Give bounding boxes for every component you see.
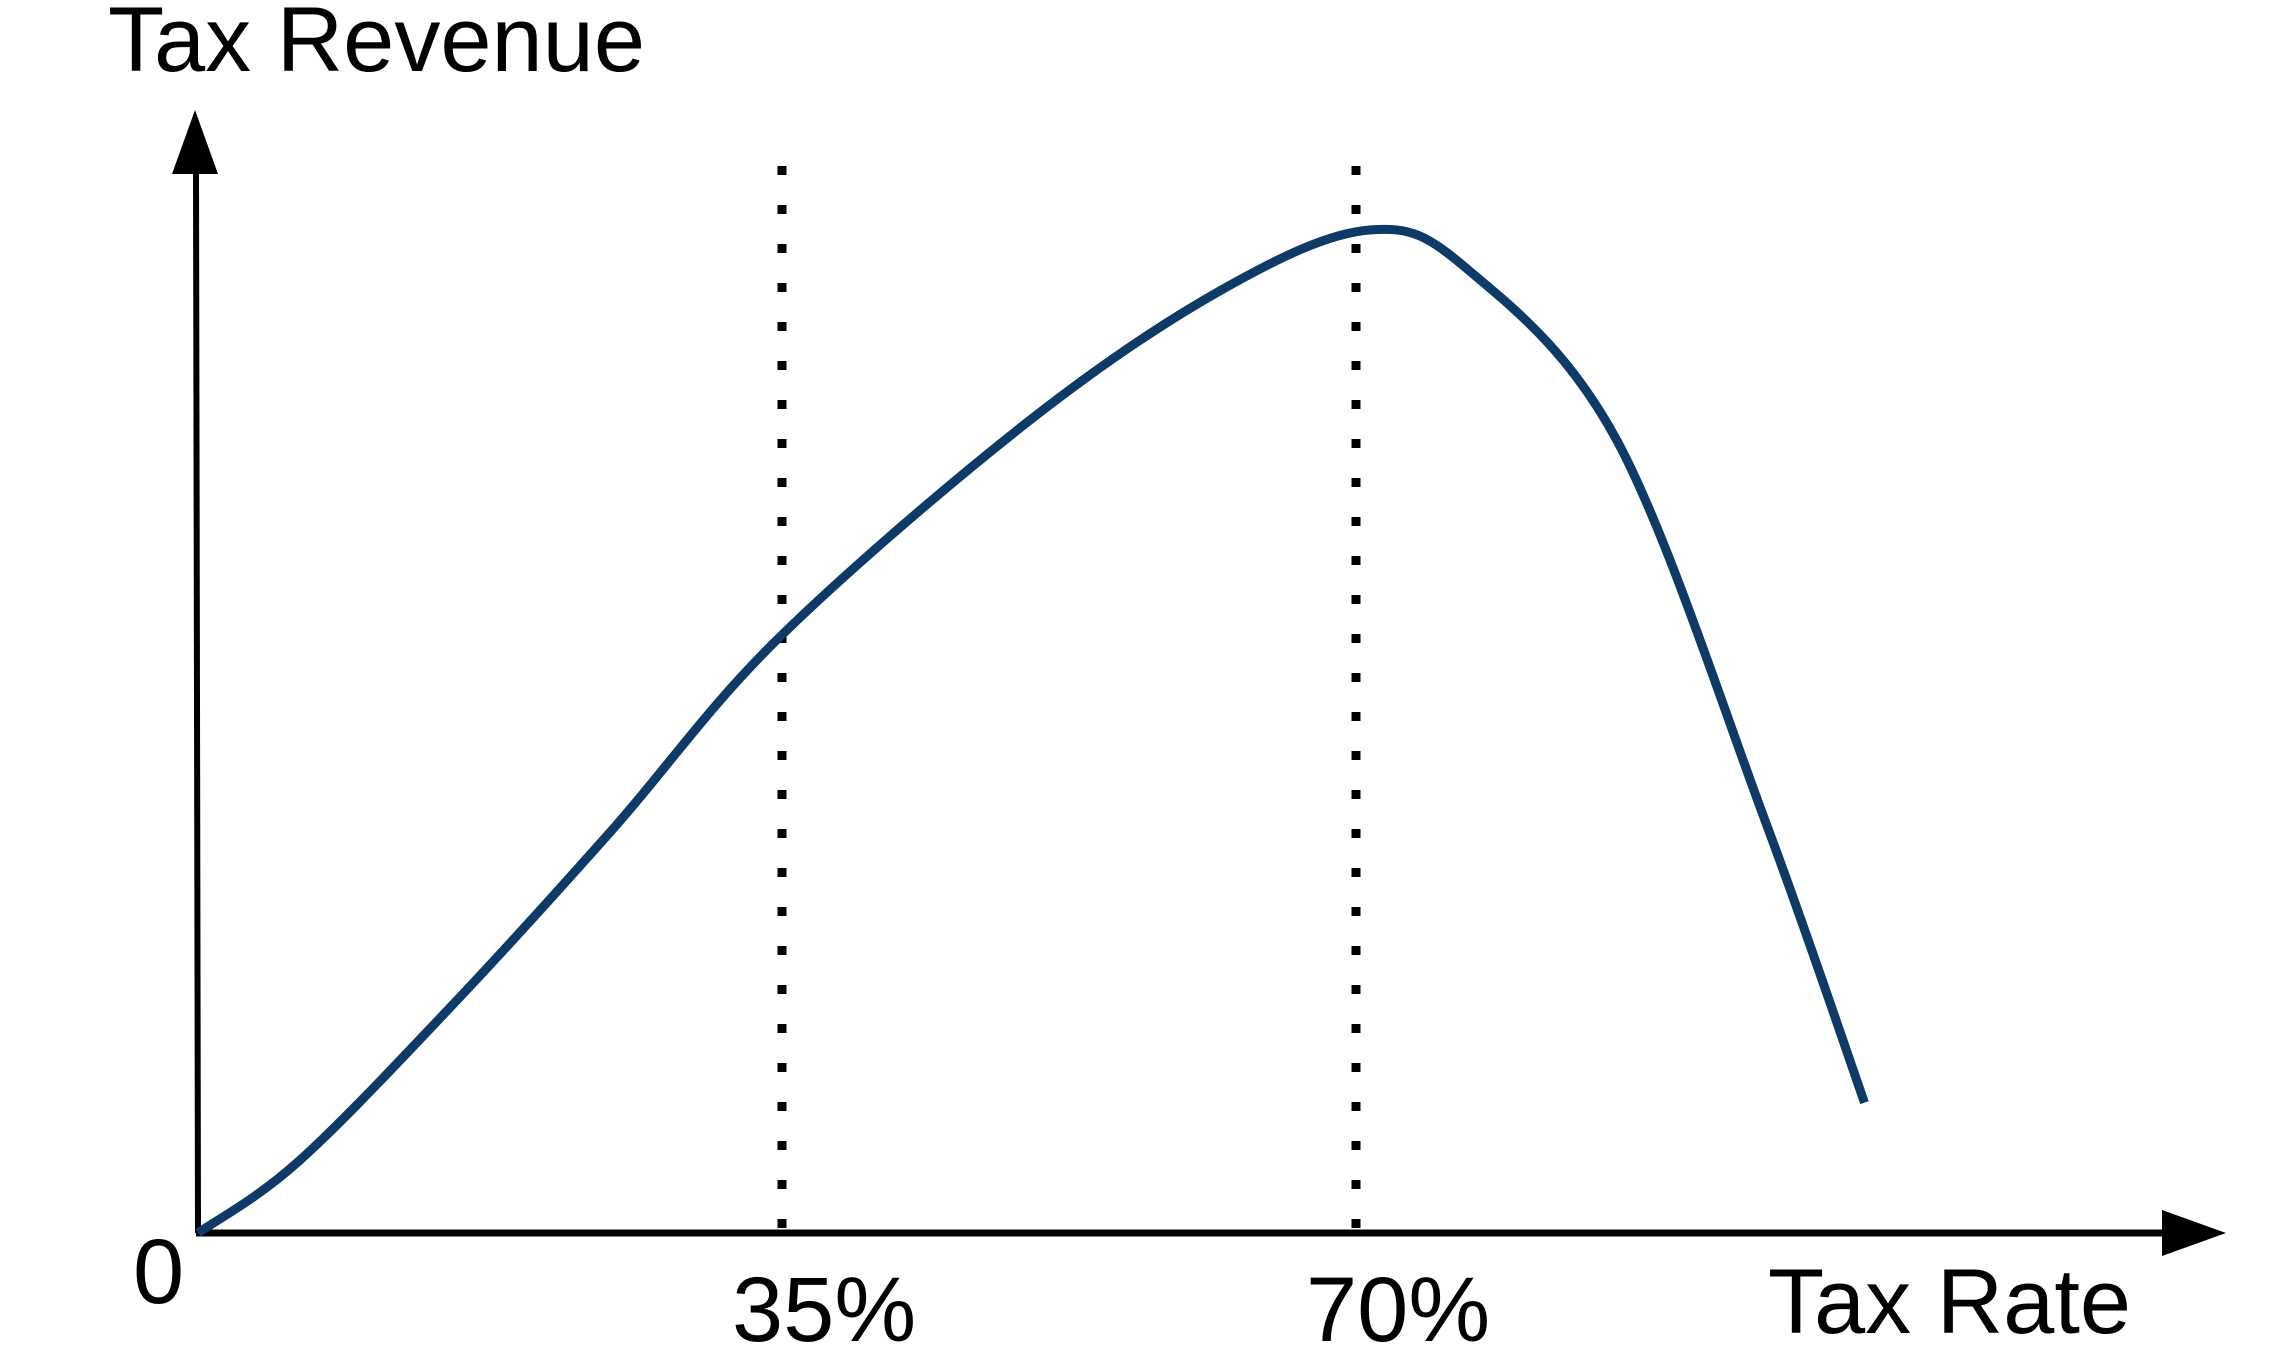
y-axis bbox=[193, 167, 201, 1234]
series-curve bbox=[195, 224, 1869, 1237]
x-tick-label: 70% bbox=[1306, 1259, 1491, 1361]
x-axis-arrowhead bbox=[2162, 1210, 2226, 1256]
x-tick-label: 35% bbox=[732, 1259, 917, 1361]
laffer-curve-chart bbox=[172, 110, 2226, 1256]
y-axis-arrowhead bbox=[172, 110, 218, 174]
origin-label: 0 bbox=[133, 1221, 185, 1323]
y-axis-label: Tax Revenue bbox=[108, 0, 645, 91]
x-axis-label: Tax Rate bbox=[1768, 1251, 2132, 1353]
